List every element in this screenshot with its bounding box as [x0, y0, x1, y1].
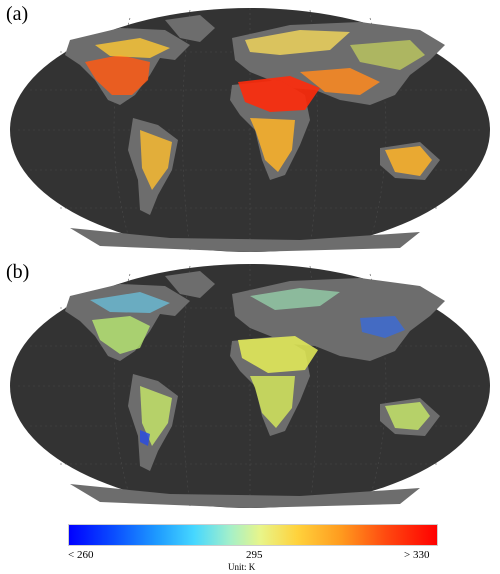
colorbar-min-label: < 260: [68, 549, 94, 561]
colorbar: < 260 295 > 330 Unit: K: [0, 518, 500, 574]
colorbar-unit-label: Unit: K: [228, 562, 256, 572]
map-panel-a: [10, 8, 490, 252]
temperature-overlay-b: [90, 288, 430, 446]
colorbar-mid-label: 295: [246, 549, 263, 561]
panel-a-label: (a): [6, 3, 29, 25]
temperature-overlay-a: [85, 30, 432, 190]
panel-b-label: (b): [6, 261, 30, 283]
colorbar-gradient: [68, 524, 438, 546]
colorbar-max-label: > 330: [404, 549, 430, 561]
map-panel-b: [10, 264, 490, 508]
